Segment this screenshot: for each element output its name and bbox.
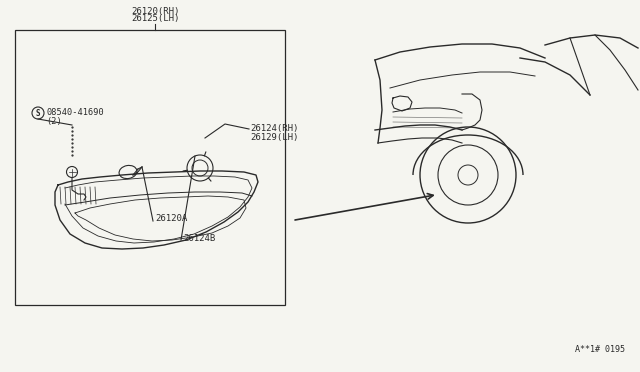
Text: 26120(RH): 26120(RH) bbox=[131, 7, 179, 16]
Text: A**1# 0195: A**1# 0195 bbox=[575, 345, 625, 354]
Text: 08540-41690: 08540-41690 bbox=[46, 108, 104, 116]
Text: S: S bbox=[36, 109, 40, 118]
Text: 26129(LH): 26129(LH) bbox=[250, 132, 298, 141]
Text: 26125(LH): 26125(LH) bbox=[131, 14, 179, 23]
Text: 26120A: 26120A bbox=[155, 214, 188, 222]
Text: 26124(RH): 26124(RH) bbox=[250, 124, 298, 132]
Text: (2): (2) bbox=[46, 116, 61, 125]
Bar bbox=[15, 30, 285, 305]
Text: 26124B: 26124B bbox=[183, 234, 215, 243]
